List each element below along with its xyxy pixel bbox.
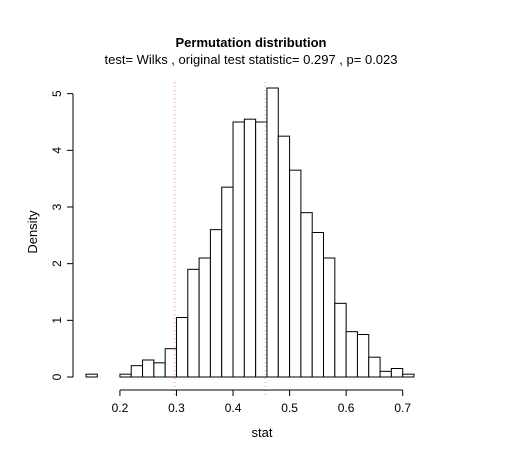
histogram-bar [380, 371, 391, 377]
histogram-bars [86, 88, 414, 377]
histogram-bar [210, 230, 221, 377]
y-tick-label: 5 [50, 90, 64, 97]
y-axis: 0 1 2 3 4 5 [50, 90, 73, 380]
y-tick-label: 1 [50, 317, 64, 324]
histogram-bar [357, 335, 368, 378]
y-tick-label: 3 [50, 203, 64, 210]
histogram-bar [233, 122, 244, 377]
histogram-bar [143, 360, 154, 377]
histogram-bar [391, 369, 402, 378]
histogram-bar [278, 136, 289, 377]
x-tick-label: 0.2 [112, 401, 129, 415]
y-tick-label: 2 [50, 260, 64, 267]
histogram-bar [267, 88, 278, 377]
histogram-bar [154, 363, 165, 377]
histogram-bar [312, 233, 323, 378]
histogram-bar [335, 303, 346, 377]
histogram-bar [301, 213, 312, 377]
x-tick-label: 0.6 [338, 401, 355, 415]
chart-title: Permutation distribution [176, 35, 327, 50]
x-tick-label: 0.3 [168, 401, 185, 415]
y-tick-label: 0 [50, 373, 64, 380]
x-tick-label: 0.4 [225, 401, 242, 415]
x-tick-label: 0.5 [281, 401, 298, 415]
x-axis-label: stat [252, 425, 273, 440]
histogram-bar [346, 332, 357, 377]
histogram-bar [120, 374, 131, 377]
histogram-bar [290, 170, 301, 377]
histogram-bar [244, 119, 255, 377]
histogram-bar [188, 269, 199, 377]
x-axis: 0.2 0.3 0.4 0.5 0.6 0.7 [112, 390, 412, 415]
histogram-bar [176, 318, 187, 378]
histogram-bar [369, 357, 380, 377]
histogram-bar [403, 374, 414, 377]
histogram-bar [86, 374, 97, 377]
y-tick-label: 4 [50, 147, 64, 154]
histogram-bar [222, 187, 233, 377]
histogram-bar [199, 258, 210, 377]
histogram-bar [324, 258, 335, 377]
histogram-bar [131, 366, 142, 377]
chart-subtitle: test= Wilks , original test statistic= 0… [104, 52, 397, 67]
x-tick-label: 0.7 [394, 401, 411, 415]
y-axis-label: Density [25, 210, 40, 254]
